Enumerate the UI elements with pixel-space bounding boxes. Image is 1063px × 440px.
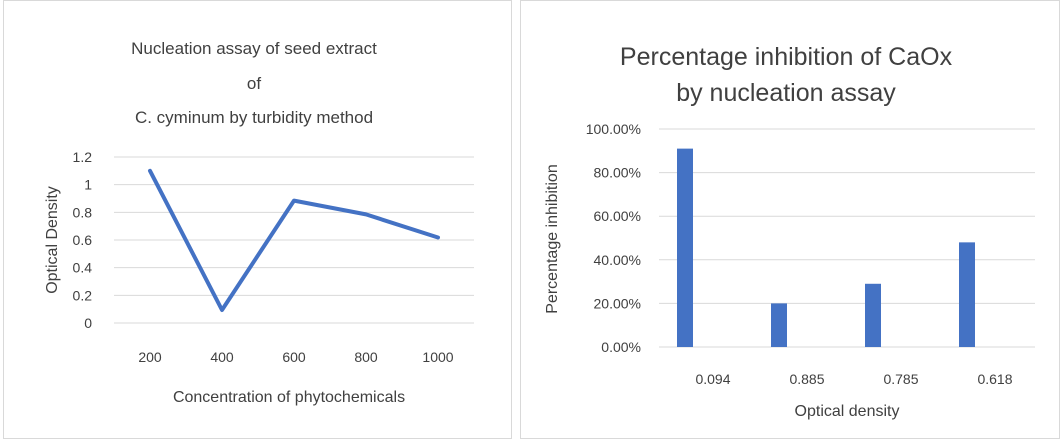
bar-chart-x-tick-label: 0.094 xyxy=(695,371,730,387)
line-chart-x-tick-label: 600 xyxy=(282,349,306,365)
line-chart-y-tick-label: 0.2 xyxy=(73,287,93,303)
line-chart-y-tick-label: 0.8 xyxy=(73,204,93,220)
bar-chart-x-tick-label: 0.885 xyxy=(789,371,824,387)
bar-chart-y-tick-label: 80.00% xyxy=(594,165,641,181)
bar-chart-y-tick-labels: 0.00% 20.00% 40.00% 60.00% 80.00% 100.00% xyxy=(586,121,641,355)
bar-chart-y-axis-label: Percentage inhibition xyxy=(544,164,561,313)
bar-chart: Percentage inhibition of CaOx by nucleat… xyxy=(544,43,1035,420)
line-chart-x-axis-label: Concentration of phytochemicals xyxy=(173,389,405,406)
line-chart-title-line-1: Nucleation assay of seed extract xyxy=(131,39,377,58)
bar-chart-bar xyxy=(771,303,787,347)
bar-chart-y-tick-label: 40.00% xyxy=(594,252,641,268)
line-chart-x-tick-label: 800 xyxy=(354,349,378,365)
line-chart-y-tick-labels: 0 0.2 0.4 0.6 0.8 1 1.2 xyxy=(73,149,93,331)
bar-chart-bar xyxy=(677,148,693,347)
bar-chart-y-tick-label: 20.00% xyxy=(594,295,641,311)
bar-chart-title-line-1: Percentage inhibition of CaOx xyxy=(620,43,953,71)
bar-chart-x-tick-label: 0.618 xyxy=(977,371,1012,387)
bar-chart-panel: Percentage inhibition of CaOx by nucleat… xyxy=(520,0,1060,439)
bar-chart-y-tick-label: 0.00% xyxy=(601,339,641,355)
line-chart-y-axis-label: Optical Density xyxy=(44,186,61,294)
line-chart-panel: Nucleation assay of seed extract of C. c… xyxy=(3,0,512,439)
line-chart-gridlines xyxy=(114,156,474,324)
line-chart-title-line-3: C. cyminum by turbidity method xyxy=(135,108,373,127)
bar-chart-bars xyxy=(677,148,975,347)
line-chart-x-tick-label: 1000 xyxy=(422,349,453,365)
line-chart-y-tick-label: 1 xyxy=(84,177,92,193)
line-chart-x-tick-label: 200 xyxy=(138,349,162,365)
bar-chart-title-line-2: by nucleation assay xyxy=(676,79,896,107)
line-chart-series xyxy=(148,168,440,312)
line-chart-y-tick-label: 0 xyxy=(84,315,92,331)
line-chart-x-tick-label: 400 xyxy=(210,349,234,365)
line-chart-y-tick-label: 0.4 xyxy=(73,260,93,276)
bar-chart-x-tick-label: 0.785 xyxy=(883,371,918,387)
line-chart-title-line-2: of xyxy=(247,74,261,93)
line-chart: Nucleation assay of seed extract of C. c… xyxy=(44,39,474,406)
line-chart-y-tick-label: 1.2 xyxy=(73,149,93,165)
line-chart-x-tick-labels: 200 400 600 800 1000 xyxy=(138,349,453,365)
bar-chart-bar xyxy=(959,242,975,347)
bar-chart-gridlines xyxy=(659,128,1035,348)
bar-chart-x-tick-labels: 0.094 0.885 0.785 0.618 xyxy=(695,371,1012,387)
line-chart-y-tick-label: 0.6 xyxy=(73,232,93,248)
bar-chart-bar xyxy=(865,283,881,347)
bar-chart-y-tick-label: 60.00% xyxy=(594,208,641,224)
bar-chart-y-tick-label: 100.00% xyxy=(586,121,641,137)
bar-chart-x-axis-label: Optical density xyxy=(795,403,900,420)
line-chart-series-line xyxy=(148,168,440,312)
